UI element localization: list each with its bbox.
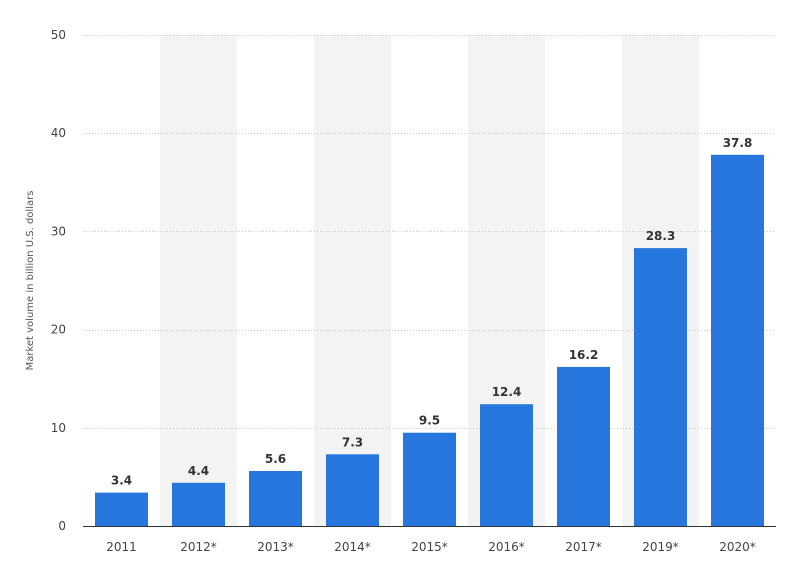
bar (557, 366, 610, 526)
y-axis-ticks: 0 10 20 30 40 50 (51, 28, 66, 533)
bar (95, 492, 148, 526)
bar (480, 404, 533, 526)
column-band (160, 35, 237, 526)
value-label: 28.3 (646, 229, 676, 243)
x-tick-label: 2020* (719, 540, 756, 554)
y-axis-title: Market volume in billion U.S. dollars (25, 191, 36, 371)
y-tick-label: 10 (51, 421, 66, 435)
value-label: 7.3 (342, 435, 363, 449)
bar (403, 432, 456, 526)
value-labels: 3.4 4.4 5.6 7.3 9.5 12.4 16.2 28.3 37.8 (111, 136, 752, 488)
value-label: 3.4 (111, 474, 132, 488)
value-label: 37.8 (723, 136, 753, 150)
y-tick-label: 30 (51, 224, 66, 238)
y-tick-label: 40 (51, 126, 66, 140)
x-tick-label: 2011 (106, 540, 137, 554)
value-label: 9.5 (419, 414, 440, 428)
value-label: 16.2 (569, 348, 599, 362)
value-label: 4.4 (188, 464, 209, 478)
bar (326, 454, 379, 526)
value-label: 12.4 (492, 385, 522, 399)
x-tick-label: 2015* (411, 540, 448, 554)
value-label: 5.6 (265, 452, 286, 466)
x-tick-label: 2012* (180, 540, 217, 554)
x-tick-label: 2016* (488, 540, 525, 554)
y-tick-label: 0 (58, 519, 66, 533)
bar (249, 471, 302, 526)
bars (95, 154, 764, 526)
x-tick-label: 2019* (642, 540, 679, 554)
bar (172, 482, 225, 526)
x-axis-ticks: 2011 2012* 2013* 2014* 2015* 2016* 2017* 2019* 2… (106, 540, 756, 554)
x-tick-label: 2013* (257, 540, 294, 554)
x-tick-label: 2014* (334, 540, 371, 554)
y-tick-label: 20 (51, 323, 66, 337)
column-band (314, 35, 391, 526)
y-tick-label: 50 (51, 28, 66, 42)
bar (711, 154, 764, 526)
x-tick-label: 2017* (565, 540, 602, 554)
bar (634, 248, 687, 526)
